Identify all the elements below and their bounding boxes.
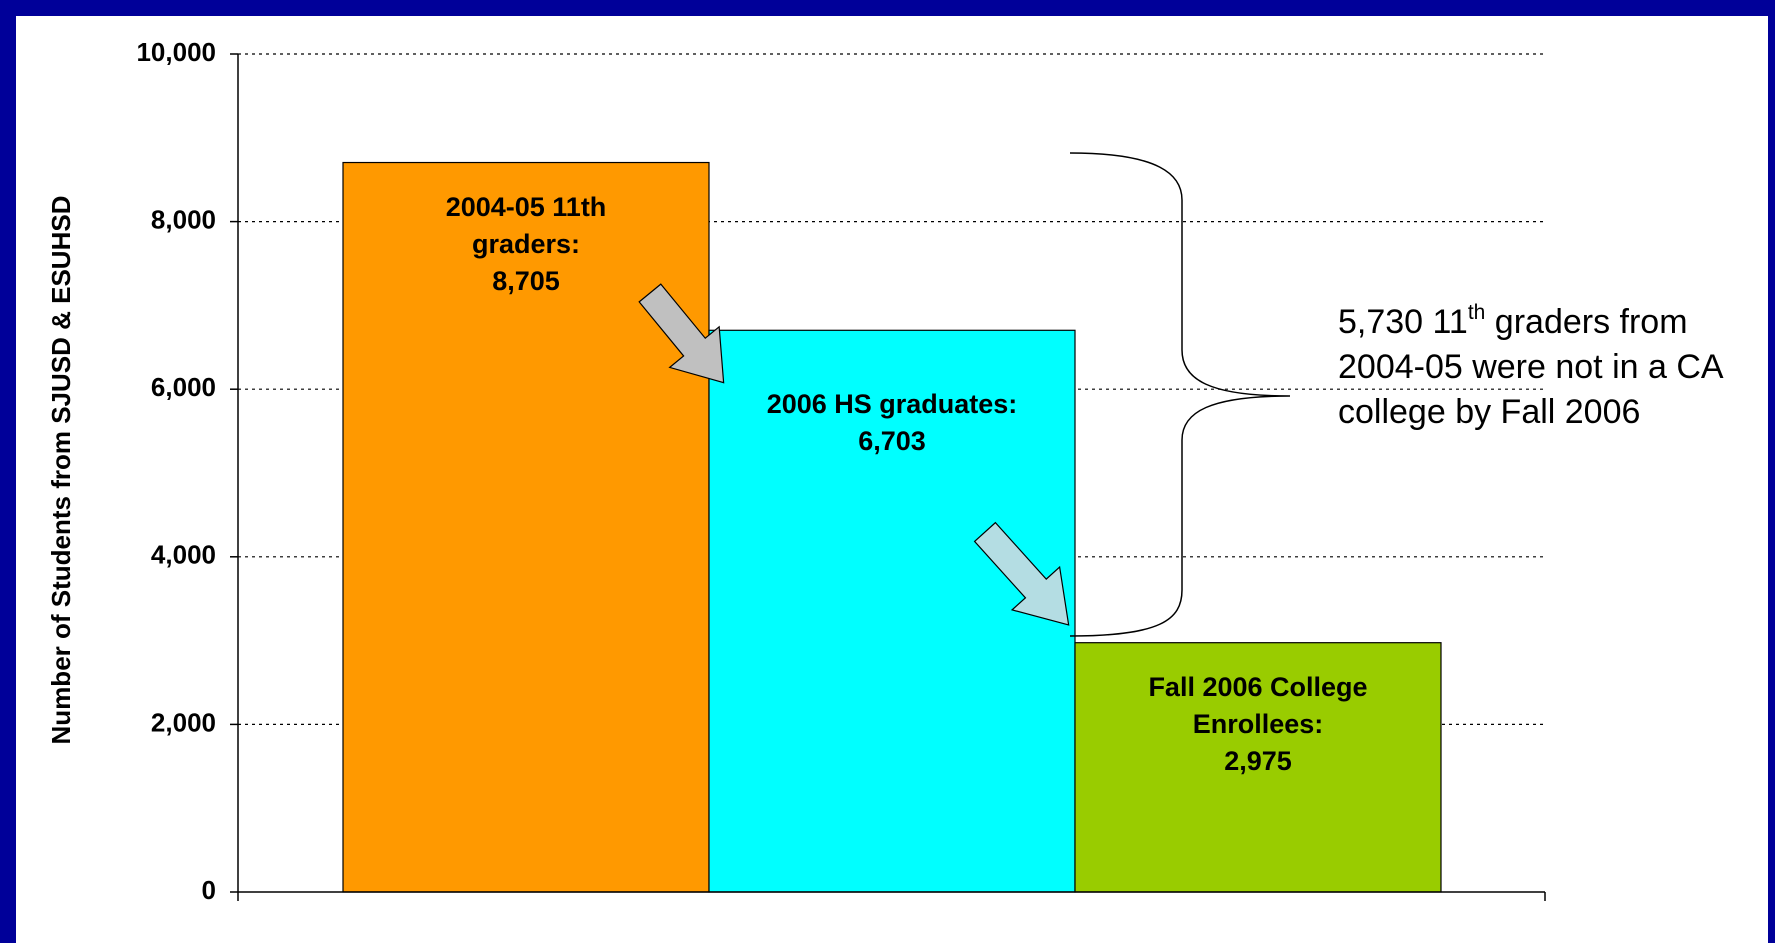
value-label: 2,975 xyxy=(1224,745,1292,776)
y-tick-label: 2,000 xyxy=(151,707,216,737)
bar xyxy=(708,329,1076,893)
axes: 0 2,000 4,000 6,000 8,000 10,000 xyxy=(136,37,1546,905)
y-tick-label: 8,000 xyxy=(151,204,216,234)
annotation-superscript: th xyxy=(1467,301,1486,324)
category-label: Fall 2006 College Enrollees: xyxy=(1148,671,1368,739)
value-label: 8,705 xyxy=(492,265,560,296)
y-tick-label: 6,000 xyxy=(151,372,216,402)
category-label: 2004-05 11th graders: xyxy=(445,191,607,259)
bar xyxy=(342,161,710,893)
y-tick-label: 0 xyxy=(202,875,216,905)
y-tick-label: 4,000 xyxy=(151,540,216,570)
value-label: 6,703 xyxy=(858,426,926,457)
annotation-text: 5,730 11 xyxy=(1338,303,1468,341)
annotation-text: graders from 2004-05 were not in a CA co… xyxy=(1338,303,1722,431)
brace xyxy=(1069,152,1291,637)
bar xyxy=(1074,642,1442,893)
bar-label: Fall 2006 College Enrollees: 2,975 xyxy=(1098,669,1418,780)
arrow-grey xyxy=(638,283,725,384)
category-label: 2006 HS graduates: xyxy=(766,389,1018,420)
annotation: 5,730 11th graders from 2004-05 were not… xyxy=(1338,300,1738,435)
y-axis-label: Number of Students from SJUSD & ESUHSD xyxy=(46,196,76,745)
y-tick-label: 10,000 xyxy=(136,37,216,67)
bar-label: 2004-05 11th graders: 8,705 xyxy=(401,189,651,300)
arrow-light-blue xyxy=(973,521,1070,626)
bars xyxy=(342,161,1442,893)
bar-label: 2006 HS graduates: 6,703 xyxy=(712,386,1072,460)
